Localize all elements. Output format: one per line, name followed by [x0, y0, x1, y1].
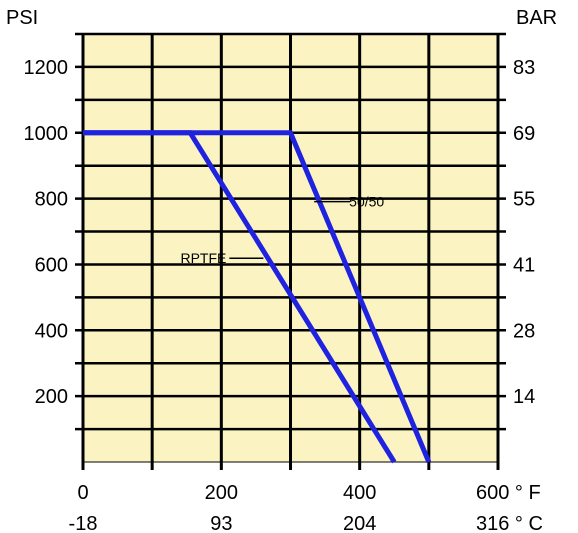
- y-tick-label-psi: 1000: [24, 123, 69, 145]
- annotation-label: RPTFE: [180, 250, 226, 266]
- tick-labels: 200 400 600 800 1000 1200 14 28 41 55 69 83 0 200 400 6…: [24, 57, 543, 533]
- right-axis-unit: BAR: [516, 7, 557, 29]
- left-axis-unit: PSI: [6, 7, 38, 29]
- y-tick-label-psi: 400: [35, 320, 68, 342]
- y-tick-label-bar: 55: [513, 189, 535, 211]
- y-tick-label-bar: 69: [513, 123, 535, 145]
- y-tick-label-psi: 1200: [24, 57, 69, 79]
- series-line-1: [83, 130, 397, 464]
- series-lines: [83, 130, 432, 464]
- annotation-label: 50/50: [349, 194, 384, 210]
- grid-lines: [75, 32, 506, 470]
- x-tick-label-celsius: 316 ° C: [476, 513, 543, 533]
- y-tick-label-psi: 200: [35, 386, 68, 408]
- x-tick-label-celsius: 204: [343, 513, 376, 533]
- y-tick-label-bar: 14: [513, 386, 535, 408]
- y-tick-label-bar: 83: [513, 57, 535, 79]
- x-tick-label-fahrenheit: 200: [205, 482, 238, 504]
- x-tick-label-celsius: 93: [210, 513, 232, 533]
- x-tick-label-fahrenheit: 0: [77, 482, 88, 504]
- y-tick-label-psi: 600: [35, 254, 68, 276]
- series-annotations: 50/50 RPTFE: [180, 194, 384, 267]
- x-tick-label-celsius: -18: [69, 513, 98, 533]
- y-tick-label-psi: 800: [35, 189, 68, 211]
- y-tick-label-bar: 41: [513, 254, 535, 276]
- y-tick-label-bar: 28: [513, 320, 535, 342]
- x-tick-label-fahrenheit: 400: [343, 482, 376, 504]
- x-tick-label-fahrenheit: 600 ° F: [476, 482, 541, 504]
